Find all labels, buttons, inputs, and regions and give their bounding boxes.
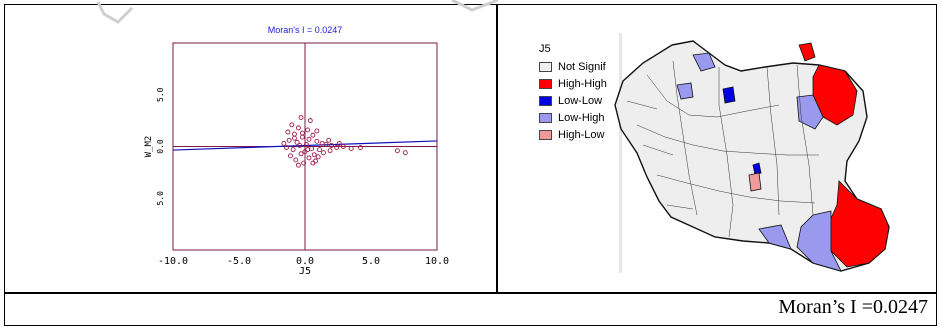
scatter-point — [301, 160, 307, 166]
legend-label: Low-Low — [558, 94, 603, 107]
panel-divider — [619, 33, 622, 273]
x-tick-label: 10.0 — [425, 256, 449, 267]
legend-swatch — [539, 95, 552, 106]
district-boundaries — [626, 60, 819, 238]
scatter-point — [314, 138, 320, 144]
map-cell: J5 Not Signif High-High Low-Low Low-High Hig… — [496, 4, 937, 294]
high-high-north — [798, 42, 816, 62]
scatter-cell: Moran's I = 0.0247 -10.0 -5.0 0.0 5.0 10.0 5.0… — [4, 4, 498, 294]
scatter-point — [294, 139, 300, 145]
scatter-point — [328, 143, 334, 148]
scatter-point — [327, 148, 333, 154]
caption-cell: Moran’s I =0.0247 — [4, 292, 937, 326]
scatter-point — [394, 148, 400, 154]
scatter-point — [311, 152, 317, 158]
scatter-point — [295, 162, 301, 168]
scatter-point — [291, 135, 297, 141]
legend-swatch — [539, 78, 552, 89]
low-high-southeast — [796, 210, 842, 272]
low-high-east — [796, 94, 824, 130]
legend-item: Low-High — [539, 109, 607, 126]
x-tick-label: -5.0 — [227, 256, 251, 267]
scatter-point — [298, 151, 304, 157]
y-tick-label: 5.0 — [156, 191, 165, 206]
legend-item: Not Signif — [539, 58, 607, 75]
y-axis-label: W_M2 — [144, 136, 154, 158]
legend-title: J5 — [539, 43, 551, 55]
legend-label: High-High — [558, 77, 607, 90]
scatter-point — [290, 147, 296, 153]
legend-item: High-High — [539, 75, 607, 92]
scatter-point — [306, 136, 312, 142]
scatter-point — [285, 129, 291, 135]
scatter-point — [340, 144, 346, 149]
iran-cluster-map — [614, 40, 890, 272]
x-axis-label: J5 — [299, 266, 311, 277]
legend-label: Low-High — [558, 111, 605, 124]
y-tick-label: 0.0 — [156, 139, 165, 154]
scatter-point — [303, 141, 309, 147]
scatter-point — [281, 140, 287, 146]
scatter-point — [305, 127, 311, 133]
scatter-point — [305, 147, 311, 153]
legend-swatch — [539, 61, 552, 72]
high-low-center — [748, 172, 762, 192]
scatter-point — [284, 145, 289, 150]
legend-item: High-Low — [539, 126, 607, 143]
legend-swatch — [539, 129, 552, 140]
low-high-north — [692, 52, 716, 72]
high-high-northeast — [812, 64, 858, 126]
scatter-point — [293, 157, 299, 163]
scatter-point — [317, 147, 322, 153]
x-tick-label: -10.0 — [158, 256, 188, 267]
scatter-point — [402, 150, 408, 156]
chart-title: Moran's I = 0.0247 — [268, 25, 343, 35]
scatter-point — [306, 155, 312, 161]
y-tick-label: 5.0 — [156, 87, 165, 102]
scatter-point — [295, 125, 301, 131]
lisa-map-panel: J5 Not Signif High-High Low-Low Low-High Hig… — [497, 5, 938, 295]
low-high-south — [758, 224, 792, 250]
scatter-point — [357, 145, 363, 150]
scatter-point — [288, 153, 293, 159]
scatter-point — [310, 132, 316, 138]
scatter-point — [348, 146, 354, 152]
scatter-point — [321, 150, 326, 156]
scatter-point — [315, 154, 321, 160]
map-legend: J5 Not Signif High-High Low-Low Low-High Hig… — [539, 43, 607, 143]
legend-label: Not Signif — [558, 60, 606, 73]
scatter-point — [307, 118, 313, 124]
legend-item: Low-Low — [539, 92, 607, 109]
x-tick-label: 5.0 — [362, 256, 380, 267]
scatter-point — [299, 130, 305, 136]
low-high-northwest — [676, 82, 694, 100]
scatter-point — [286, 137, 292, 143]
scatter-point — [310, 160, 316, 166]
x-tick-label: 0.0 — [296, 256, 314, 267]
scatter-point — [323, 141, 329, 147]
scatter-point — [334, 145, 340, 150]
legend-label: High-Low — [558, 128, 605, 141]
scatter-point — [326, 137, 332, 143]
scatter-point — [314, 128, 320, 134]
scatter-point — [336, 140, 342, 146]
scatter-point — [289, 122, 295, 128]
moran-scatter-plot: Moran's I = 0.0247 -10.0 -5.0 0.0 5.0 10.0 5.0… — [144, 25, 449, 277]
moran-caption: Moran’s I =0.0247 — [778, 296, 928, 318]
scatter-point — [298, 115, 304, 120]
scatter-point — [297, 143, 303, 148]
legend-swatch — [539, 112, 552, 123]
low-low-center — [752, 162, 762, 176]
low-low-north — [722, 86, 736, 104]
